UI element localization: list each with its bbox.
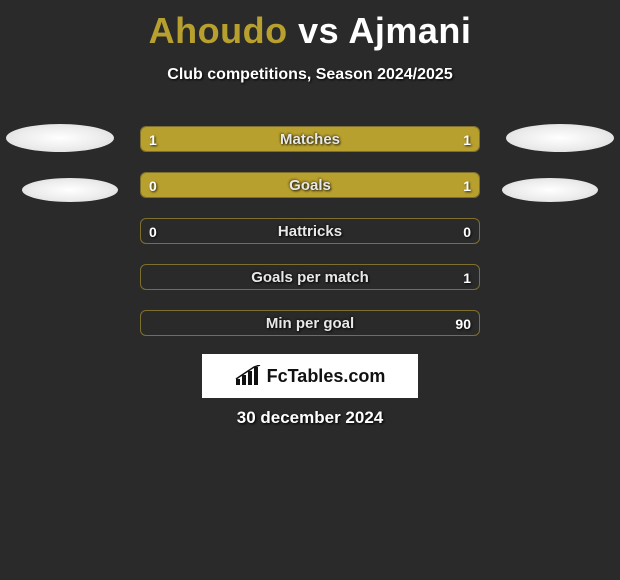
logo-text: FcTables.com xyxy=(267,366,386,387)
stat-label: Goals xyxy=(141,173,479,197)
player1-badge-shadow-1 xyxy=(6,124,114,152)
player2-badge-shadow-2 xyxy=(502,178,598,202)
vs-separator: vs xyxy=(298,10,339,51)
snapshot-date: 30 december 2024 xyxy=(0,408,620,428)
player1-name: Ahoudo xyxy=(149,10,288,51)
stat-label: Goals per match xyxy=(141,265,479,289)
competition-subtitle: Club competitions, Season 2024/2025 xyxy=(0,66,620,84)
comparison-title: Ahoudo vs Ajmani xyxy=(0,0,620,52)
stats-container: 11Matches 01Goals 00Hattricks 1Goals per ma… xyxy=(140,126,480,356)
stat-row: 1Goals per match xyxy=(140,264,480,290)
fctables-logo-link[interactable]: FcTables.com xyxy=(202,354,418,398)
stat-row: 11Matches xyxy=(140,126,480,152)
player1-badge-shadow-2 xyxy=(22,178,118,202)
player2-name: Ajmani xyxy=(348,10,471,51)
stat-label: Matches xyxy=(141,127,479,151)
stat-label: Min per goal xyxy=(141,311,479,335)
stat-label: Hattricks xyxy=(141,219,479,243)
stat-row: 90Min per goal xyxy=(140,310,480,336)
player2-badge-shadow-1 xyxy=(506,124,614,152)
bar-chart-icon xyxy=(235,365,261,387)
stat-row: 01Goals xyxy=(140,172,480,198)
stat-row: 00Hattricks xyxy=(140,218,480,244)
